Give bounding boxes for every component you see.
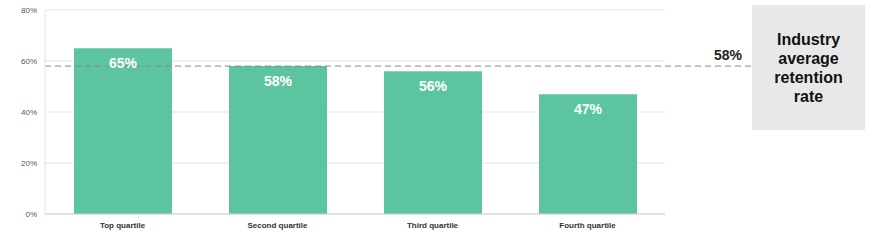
svg-text:60%: 60% [21,57,37,66]
svg-text:0%: 0% [25,210,37,219]
svg-text:47%: 47% [574,101,603,117]
svg-text:56%: 56% [419,78,448,94]
svg-text:65%: 65% [109,55,138,71]
svg-text:80%: 80% [21,6,37,15]
svg-text:40%: 40% [21,108,37,117]
svg-text:Second quartile: Second quartile [247,221,308,230]
svg-text:Fourth quartile: Fourth quartile [559,221,616,230]
svg-text:Top quartile: Top quartile [100,221,146,230]
svg-text:Third quartile: Third quartile [407,221,459,230]
svg-text:58%: 58% [714,47,743,63]
svg-text:20%: 20% [21,159,37,168]
svg-text:58%: 58% [264,73,293,89]
html-text:Industry average retention rat: Industry average retention rate [774,30,843,105]
